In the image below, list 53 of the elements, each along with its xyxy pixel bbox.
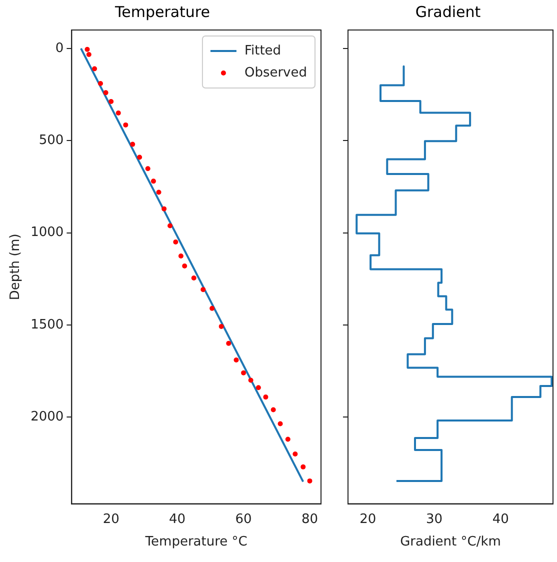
- point: [241, 370, 246, 376]
- point: [178, 254, 184, 259]
- point: [108, 99, 114, 104]
- legend-label: Observed: [244, 65, 308, 80]
- x-tick-label: 80: [301, 512, 318, 527]
- point: [292, 452, 298, 457]
- y-tick-label: 1500: [30, 317, 64, 332]
- point: [218, 324, 224, 329]
- point: [173, 240, 178, 245]
- point: [256, 385, 261, 390]
- point: [116, 110, 121, 116]
- point: [226, 340, 232, 346]
- point: [86, 52, 92, 58]
- x-tick-label: 40: [492, 512, 509, 527]
- point: [263, 394, 268, 400]
- y-tick-label: 1000: [30, 225, 64, 240]
- point: [145, 166, 150, 172]
- chart-title: Gradient: [415, 2, 481, 21]
- point: [182, 263, 188, 268]
- y-tick-label: 2000: [30, 410, 64, 425]
- point: [103, 90, 108, 96]
- point: [300, 464, 306, 470]
- x-tick-label: 60: [235, 512, 252, 527]
- x-axis-title: Gradient °C/km: [400, 534, 501, 550]
- legend-label: Fitted: [244, 43, 282, 58]
- point: [200, 287, 206, 292]
- point: [150, 178, 156, 184]
- point: [285, 436, 290, 442]
- point: [92, 66, 98, 72]
- y-tick-label: 500: [38, 132, 64, 148]
- y-tick-label: 0: [55, 40, 64, 56]
- point: [270, 407, 276, 412]
- point: [84, 46, 90, 52]
- point: [307, 478, 312, 484]
- point: [98, 80, 103, 86]
- point: [130, 142, 136, 147]
- x-tick-label: 40: [169, 512, 186, 527]
- x-tick-label: 20: [102, 512, 120, 527]
- x-axis-title: Temperature °C: [144, 534, 248, 550]
- x-tick-label: 20: [360, 512, 376, 527]
- point: [210, 306, 215, 311]
- point: [123, 122, 128, 128]
- y-axis-title: Depth (m): [8, 234, 24, 300]
- point: [168, 223, 173, 228]
- point: [248, 378, 254, 383]
- point: [234, 358, 239, 362]
- point: [162, 206, 167, 212]
- point: [191, 275, 196, 280]
- point: [278, 421, 283, 426]
- chart-title: Temperature: [114, 2, 210, 21]
- point: [156, 190, 162, 195]
- x-tick-label: 30: [426, 512, 443, 527]
- point: [137, 154, 142, 160]
